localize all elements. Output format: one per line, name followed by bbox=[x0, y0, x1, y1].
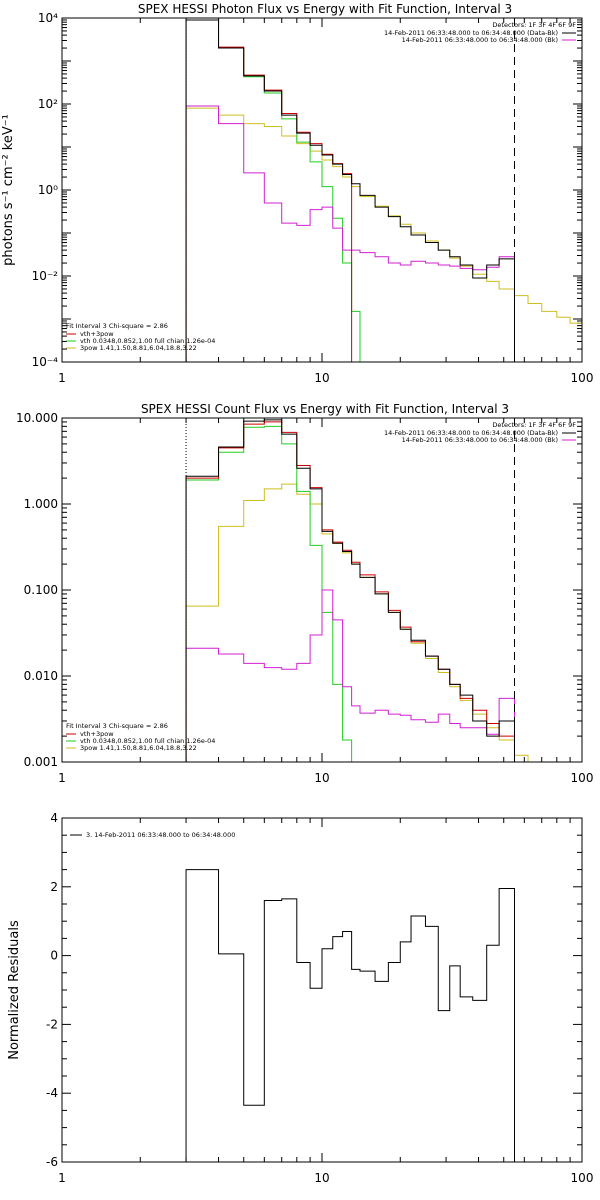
count-flux-title: SPEX HESSI Count Flux vs Energy with Fit… bbox=[141, 402, 509, 416]
series-residuals bbox=[185, 869, 515, 1162]
y-tick-label: 10⁻⁴ bbox=[32, 355, 59, 369]
y-tick-label: 10² bbox=[38, 97, 58, 111]
legend-entry: 14-Feb-2011 06:33:48.000 to 06:34:48.000… bbox=[402, 36, 558, 44]
y-tick-label: -2 bbox=[46, 1017, 58, 1031]
series-background bbox=[185, 589, 515, 762]
photon-flux-panel: SPEX HESSI Photon Flux vs Energy with Fi… bbox=[1, 2, 593, 385]
x-tick-label: 10 bbox=[314, 1171, 329, 1185]
y-tick-label: 0.010 bbox=[24, 669, 58, 683]
y-tick-label: 10⁰ bbox=[38, 183, 58, 197]
y-tick-label: 0.001 bbox=[24, 755, 58, 769]
residuals-plot-area: 1 10 100 -6 -4 -2 0 2 4 3. 14-Feb-2011 06:33:48.0… bbox=[46, 811, 593, 1185]
fit-legend-header: Fit Interval 3 Chi-square = 2.86 bbox=[66, 322, 168, 330]
fit-legend-entry: 3pow 1.41,1.50,8.81,6.04,18.8,3.22 bbox=[80, 744, 197, 752]
legend-entry: 14-Feb-2011 06:33:48.000 to 06:34:48.000… bbox=[384, 29, 558, 37]
legend-entry: 3. 14-Feb-2011 06:33:48.000 to 06:34:48.… bbox=[86, 831, 235, 839]
photon-flux-title: SPEX HESSI Photon Flux vs Energy with Fi… bbox=[138, 2, 512, 16]
axis-frame bbox=[61, 417, 583, 763]
residuals-ylabel: Normalized Residuals bbox=[7, 920, 22, 1060]
x-tick-label: 1 bbox=[58, 1171, 66, 1185]
y-tick-label: 0 bbox=[50, 949, 58, 963]
x-tick-label: 100 bbox=[571, 771, 594, 785]
series-data bbox=[185, 419, 515, 762]
y-tick-label: -4 bbox=[46, 1086, 58, 1100]
x-tick-label: 100 bbox=[571, 1171, 594, 1185]
series-background bbox=[185, 105, 515, 362]
fit-legend-entry: vth 0.0348,0.852,1.00 full chian 1.26e-0… bbox=[80, 337, 215, 345]
photon-flux-plot-area: 1 10 100 10⁻⁴ 10⁻² 10⁰ 10² 10⁴ Detectors: 1F 3F … bbox=[32, 11, 594, 385]
x-tick-label: 1 bbox=[58, 771, 66, 785]
series-data bbox=[185, 19, 515, 362]
series-fit_total bbox=[185, 19, 353, 362]
count-flux-plot-area: 1 10 100 0.001 0.010 0.100 1.000 10.000 Detector… bbox=[16, 411, 593, 785]
legend-entry: 14-Feb-2011 06:33:48.000 to 06:34:48.000… bbox=[384, 429, 558, 437]
legend-entry: 14-Feb-2011 06:33:48.000 to 06:34:48.000… bbox=[402, 436, 558, 444]
residuals-panel: Normalized Residuals 1 10 100 -6 -4 -2 0 2 4 3. 1… bbox=[7, 811, 593, 1185]
fit-legend-header: Fit Interval 3 Chi-square = 2.86 bbox=[66, 722, 168, 730]
count-flux-panel: SPEX HESSI Count Flux vs Energy with Fit… bbox=[16, 402, 593, 785]
y-tick-label: 10⁴ bbox=[38, 11, 58, 25]
y-tick-label: 4 bbox=[50, 811, 58, 825]
fit-legend-entry: 3pow 1.41,1.50,8.81,6.04,18.8,3.22 bbox=[80, 344, 197, 352]
legend-header: Detectors: 1F 3F 4F 6F 9F bbox=[492, 421, 576, 429]
series-thermal bbox=[185, 425, 353, 762]
y-tick-label: 10.000 bbox=[16, 411, 58, 425]
x-tick-label: 10 bbox=[314, 771, 329, 785]
y-tick-label: 0.100 bbox=[24, 583, 58, 597]
axis-frame bbox=[61, 17, 583, 363]
series-fit_total bbox=[185, 421, 515, 762]
fit-legend-entry: vth 0.0348,0.852,1.00 full chian 1.26e-0… bbox=[80, 737, 215, 745]
fit-legend-entry: vth+3pow bbox=[80, 730, 114, 738]
y-tick-label: 1.000 bbox=[24, 497, 58, 511]
legend-header: Detectors: 1F 3F 4F 6F 9F bbox=[492, 21, 576, 29]
x-tick-label: 1 bbox=[58, 371, 66, 385]
series-power_law bbox=[185, 483, 529, 762]
y-tick-label: 2 bbox=[50, 880, 58, 894]
photon-flux-ylabel: photons s⁻¹ cm⁻² keV⁻¹ bbox=[1, 114, 16, 266]
x-tick-label: 100 bbox=[571, 371, 594, 385]
x-tick-label: 10 bbox=[314, 371, 329, 385]
series-thermal bbox=[185, 19, 376, 362]
y-tick-label: -6 bbox=[46, 1155, 58, 1169]
y-tick-label: 10⁻² bbox=[32, 269, 59, 283]
fit-legend-entry: vth+3pow bbox=[80, 330, 114, 338]
series-power_law bbox=[185, 107, 582, 362]
axis-frame bbox=[61, 817, 583, 1163]
